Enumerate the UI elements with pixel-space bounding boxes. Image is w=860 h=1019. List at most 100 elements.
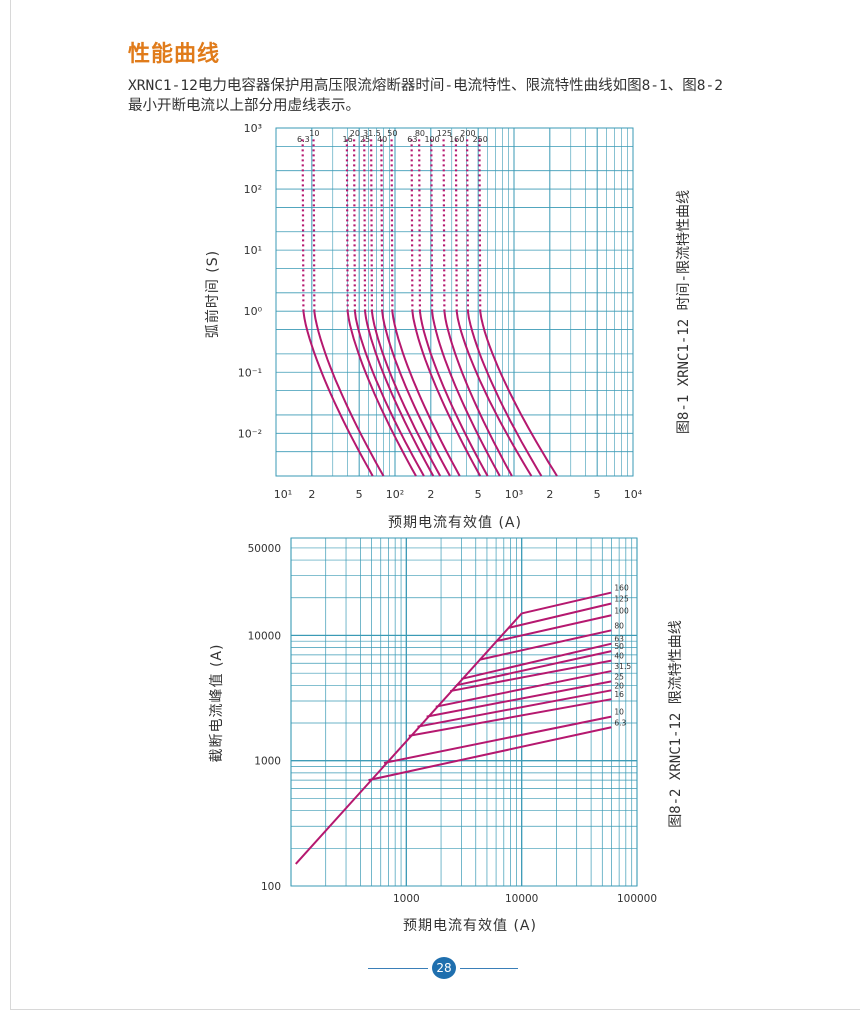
chart2-series-line-6.3	[368, 726, 612, 782]
chart1-series-label-10: 10	[309, 129, 319, 138]
chart1-curve-dotted-250	[478, 139, 482, 312]
chart2-series-line-20	[417, 689, 612, 728]
chart2-series-line-31.5	[435, 670, 612, 708]
chart2-series-label-40: 40	[614, 652, 624, 661]
chart1-x-tick-label: 5	[356, 488, 363, 501]
chart2-series-line-40	[449, 659, 612, 693]
chart1-curve-dotted-6.3	[301, 139, 305, 312]
chart2-y-tick-label: 1000	[254, 756, 281, 768]
chart1-series-label-40: 40	[377, 135, 387, 144]
chart2-series-label-10: 10	[614, 708, 624, 717]
chart2-series-label-50: 50	[614, 642, 624, 651]
chart1-y-tick-label: 10⁰	[244, 305, 263, 318]
chart1-curve-solid-16	[346, 311, 417, 477]
page-left-border	[10, 0, 11, 1010]
chart1-series-label-31.5: 31.5	[363, 129, 381, 138]
chart2-y-tick-label: 10000	[248, 630, 281, 642]
chart1-curve-dotted-100	[430, 139, 434, 312]
chart1-curve-dotted-16	[345, 139, 349, 312]
chart2-series-line-10	[383, 715, 612, 764]
chart2-series-label-100: 100	[614, 606, 629, 615]
page-bottom-border	[10, 1009, 860, 1010]
chart1-caption: 图8-1 XRNC1-12 时间-限流特性曲线	[676, 190, 692, 435]
chart1-series-label-63: 63	[407, 135, 417, 144]
chart1-curve-solid-6.3	[302, 311, 374, 477]
chart1-curve-solid-63	[411, 311, 482, 477]
chart1-curve-dotted-40	[380, 139, 384, 312]
chart2-series-label-16: 16	[614, 690, 624, 699]
chart1-curve-dotted-125	[442, 139, 446, 312]
chart1-curve-dotted-50	[390, 139, 394, 312]
chart1-curve-solid-20	[353, 311, 425, 477]
chart1-x-tick-label: 10³	[505, 488, 523, 501]
page-number-rule-right	[460, 968, 518, 969]
chart1-series-label-6.3: 6.3	[297, 135, 310, 144]
chart1-curve-solid-40	[381, 311, 451, 477]
chart1-curve-dotted-20	[352, 139, 356, 312]
chart2-caption: 图8-2 XRNC1-12 限流特性曲线	[668, 620, 684, 828]
chart1-curve-dotted-10	[312, 139, 316, 312]
chart2-x-tick-label: 10000	[505, 893, 538, 905]
chart2-y-tick-label: 50000	[248, 543, 281, 555]
chart1-y-tick-label: 10³	[244, 122, 262, 135]
chart1-series-label-160: 160	[449, 135, 464, 144]
chart2-series-label-20: 20	[614, 681, 624, 690]
chart1-x-tick-label: 2	[308, 488, 315, 501]
chart1-curve-solid-100	[431, 311, 501, 477]
chart2-series-line-125	[508, 602, 612, 629]
chart1-curve-solid-250	[479, 311, 558, 477]
chart1-x-tick-label: 10¹	[274, 488, 292, 501]
chart1-y-tick-label: 10¹	[244, 244, 262, 257]
chart2-series-label-6.3: 6.3	[614, 718, 626, 727]
chart2-series-line-160	[521, 591, 612, 615]
chart1-series-label-16: 16	[343, 135, 353, 144]
chart1-x-tick-label: 5	[475, 488, 482, 501]
chart1-series-label-250: 250	[473, 135, 488, 144]
chart2-x-tick-label: 1000	[393, 893, 420, 905]
chart1-series-label-200: 200	[460, 129, 475, 138]
chart1-curve-dotted-31.5	[370, 139, 374, 312]
chart1-curve-solid-200	[466, 311, 543, 477]
chart1-series-label-20: 20	[350, 129, 360, 138]
chart2-frame	[290, 537, 638, 887]
section-title: 性能曲线	[128, 42, 221, 67]
chart1-curve-solid-80	[418, 311, 489, 477]
chart2-y-axis-label: 截断电流峰值 (A)	[209, 643, 225, 763]
chart2-x-axis-label: 预期电流有效值 (A)	[403, 918, 537, 934]
chart2-series-label-125: 125	[614, 594, 629, 603]
chart1-x-axis-label: 预期电流有效值 (A)	[388, 515, 522, 531]
chart2-series-line-50	[455, 650, 612, 687]
intro-line-2: 最小开断电流以上部分用虚线表示。	[128, 98, 360, 114]
chart1-series-label-80: 80	[415, 129, 425, 138]
chart2-diagonal-line	[295, 612, 523, 865]
chart1-curve-solid-160	[455, 311, 533, 477]
chart2-series-label-63: 63	[614, 635, 624, 644]
chart1-series-label-100: 100	[424, 135, 439, 144]
chart1-y-tick-label: 10⁻²	[238, 427, 262, 440]
chart2-series-line-100	[495, 614, 612, 643]
chart2-series-label-80: 80	[614, 621, 624, 630]
chart2-x-tick-label: 100000	[617, 893, 657, 905]
chart1-series-label-125: 125	[437, 129, 452, 138]
chart1-curve-dotted-25	[363, 139, 367, 312]
chart1-curve-dotted-63	[410, 139, 414, 312]
chart2-series-line-25	[426, 680, 612, 718]
chart1-x-tick-label: 2	[546, 488, 553, 501]
chart1-x-tick-label: 10⁴	[624, 488, 643, 501]
chart1-curve-solid-50	[391, 311, 461, 477]
chart2-series-line-63	[461, 642, 612, 680]
chart1-x-tick-label: 10²	[386, 488, 404, 501]
chart1-curve-dotted-200	[466, 139, 470, 312]
chart2-series-label-160: 160	[614, 584, 629, 593]
chart1-curve-solid-125	[443, 311, 513, 477]
chart1-x-tick-label: 2	[427, 488, 434, 501]
chart2-series-label-31.5: 31.5	[614, 662, 631, 671]
chart1-curve-dotted-80	[418, 139, 422, 312]
chart1-curve-solid-10	[313, 311, 385, 477]
chart2-series-label-25: 25	[614, 672, 624, 681]
chart1-curve-dotted-160	[454, 139, 458, 312]
chart1-frame	[275, 127, 634, 477]
chart1-series-label-25: 25	[360, 135, 370, 144]
